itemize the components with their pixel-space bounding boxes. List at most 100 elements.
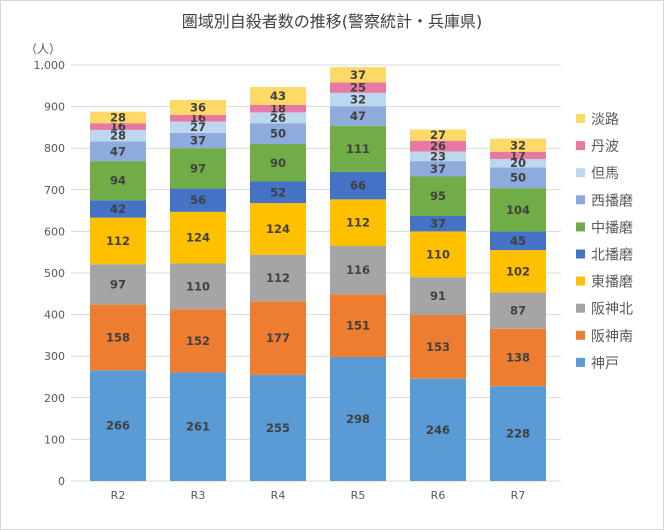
bar-segment — [170, 132, 226, 149]
bar-segment — [170, 148, 226, 189]
bar-segment — [90, 161, 146, 201]
legend-label: 淡路 — [591, 112, 619, 128]
bar-segment — [330, 82, 386, 93]
data-label: 50 — [270, 127, 286, 141]
data-label: 102 — [506, 264, 530, 278]
data-label: 104 — [506, 203, 530, 217]
bar-segment — [90, 370, 146, 481]
bar-segment — [490, 292, 546, 329]
bar-segment — [330, 294, 386, 358]
data-label: 261 — [186, 420, 210, 434]
legend-item: 東播磨 — [576, 275, 633, 291]
legend-swatch — [576, 114, 585, 123]
y-axis: 0 100 200 300 400 500 600 700 800 900 1,000 R2 R3 R4 R… — [34, 59, 526, 502]
bar-segment — [410, 378, 466, 481]
data-label: 26 — [270, 111, 286, 125]
data-label: 27 — [190, 120, 206, 134]
bar-segment — [410, 231, 466, 278]
legend-item: 北播磨 — [576, 248, 633, 264]
bar-segment — [330, 67, 386, 83]
data-label: 66 — [350, 179, 366, 193]
bar-segment — [90, 304, 146, 371]
bar-segment — [490, 159, 546, 168]
data-label: 37 — [350, 68, 366, 82]
legend-swatch — [576, 357, 585, 367]
data-label: 42 — [110, 202, 126, 216]
data-label: 112 — [106, 234, 130, 248]
bar-segment — [490, 167, 546, 189]
y-tick-label: 600 — [44, 225, 65, 238]
legend-swatch — [576, 222, 585, 232]
data-label: 23 — [430, 149, 446, 163]
bar-segment — [490, 386, 546, 481]
bar-segment — [250, 301, 306, 375]
data-label: 47 — [350, 109, 366, 123]
bar-segment — [410, 315, 466, 379]
bar-segment — [90, 200, 146, 218]
bar-segment — [250, 254, 306, 302]
bar-segment — [90, 217, 146, 265]
data-label: 110 — [426, 247, 450, 261]
bar-segment — [90, 264, 146, 305]
bar-segment — [490, 151, 546, 160]
legend-item: 神戸 — [576, 356, 619, 372]
x-tick-label: R2 — [111, 489, 126, 502]
legend-item: 阪神北 — [576, 302, 633, 318]
x-tick-label: R4 — [271, 489, 286, 502]
bar-segment — [330, 106, 386, 126]
bar-segment — [330, 92, 386, 107]
legend-item: 阪神南 — [576, 329, 633, 345]
legend-label: 東播磨 — [591, 275, 633, 291]
data-label: 177 — [266, 331, 290, 345]
data-label: 112 — [346, 216, 370, 230]
data-label: 36 — [190, 100, 206, 114]
data-label: 153 — [426, 340, 450, 354]
legend-label: 神戸 — [591, 356, 619, 372]
bar-segment — [90, 141, 146, 162]
data-label: 17 — [510, 148, 526, 162]
legend-item: 但馬 — [576, 166, 619, 182]
bars: 2661589711242944728162826115211012456973… — [90, 67, 546, 481]
bar-segment — [250, 123, 306, 145]
gridlines — [71, 64, 561, 482]
y-tick-label: 800 — [44, 142, 65, 155]
data-label: 97 — [190, 161, 206, 175]
bar-segment — [490, 231, 546, 251]
bar-segment — [410, 176, 466, 217]
data-label: 18 — [270, 102, 286, 116]
bar-segment — [250, 144, 306, 182]
data-label: 152 — [186, 334, 210, 348]
data-label: 298 — [346, 412, 370, 426]
bar-segment — [250, 87, 306, 105]
data-label: 28 — [110, 110, 126, 124]
bar-segment — [330, 171, 386, 200]
data-label: 95 — [430, 189, 446, 203]
legend-label: 中播磨 — [591, 220, 633, 236]
data-label: 27 — [430, 128, 446, 142]
y-tick-label: 200 — [44, 392, 65, 405]
legend-swatch — [576, 330, 585, 340]
legend-swatch — [576, 249, 585, 259]
legend-label: 西播磨 — [591, 193, 633, 209]
bar-segment — [250, 181, 306, 204]
bar-segment — [170, 121, 226, 133]
bar-segment — [490, 328, 546, 387]
bar-segment — [330, 357, 386, 481]
bar-segment — [170, 372, 226, 481]
data-label: 26 — [430, 139, 446, 153]
y-tick-label: 100 — [44, 433, 65, 446]
data-label: 37 — [430, 162, 446, 176]
x-tick-label: R5 — [351, 489, 366, 502]
bar-segment — [490, 250, 546, 293]
data-label: 37 — [430, 217, 446, 231]
data-label: 37 — [190, 134, 206, 148]
x-tick-label: R6 — [431, 489, 446, 502]
bar-segment — [170, 114, 226, 122]
legend-swatch — [576, 141, 585, 151]
data-label: 158 — [106, 330, 130, 344]
data-label: 52 — [270, 185, 286, 199]
